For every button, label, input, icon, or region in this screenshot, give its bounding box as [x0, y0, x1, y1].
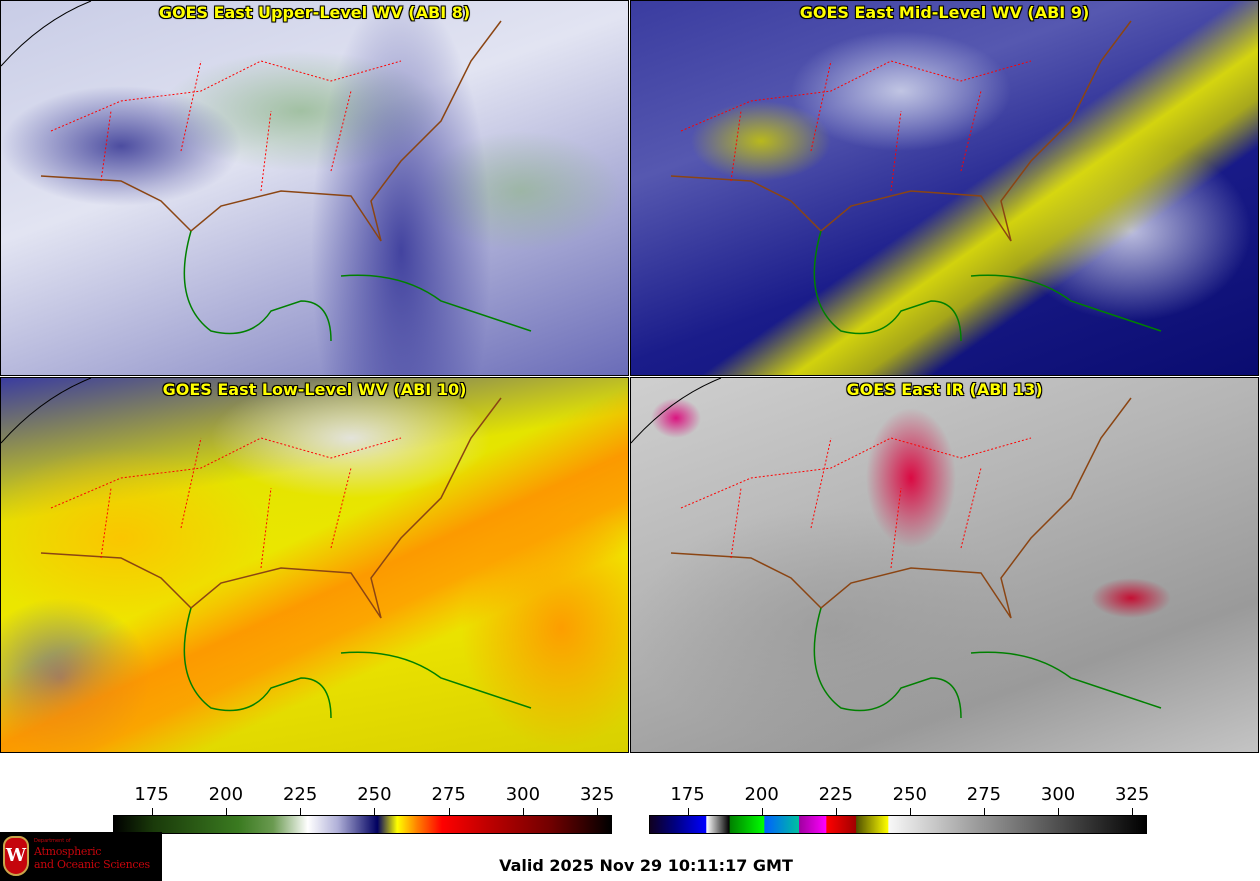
logo-line1: Atmospheric: [34, 845, 102, 858]
colorbar-water-vapor: [113, 815, 612, 834]
map-overlay: [631, 378, 1162, 719]
colorbar-tick-label: 175: [134, 784, 169, 805]
panel-mid-level-wv: GOES East Mid-Level WV (ABI 9): [630, 0, 1259, 376]
logo-dept: Department of: [34, 838, 71, 844]
colorbar-tick-label: 325: [1114, 784, 1150, 805]
aos-logo: W Department of Atmospheric and Oceanic …: [0, 832, 162, 881]
colorbar-tick-label: 275: [431, 784, 466, 805]
panel-ir: GOES East IR (ABI 13): [630, 377, 1259, 753]
colorbar-tick-label: 225: [818, 784, 853, 805]
colorbar-tick-label: 225: [282, 784, 318, 805]
colorbar-tick: [597, 808, 599, 815]
panel-title: GOES East IR (ABI 13): [846, 380, 1043, 399]
panel-low-level-wv: GOES East Low-Level WV (ABI 10): [0, 377, 629, 753]
valid-time: Valid 2025 Nov 29 10:11:17 GMT: [499, 856, 793, 875]
colorbar-tick-label: 200: [208, 784, 244, 805]
logo-line2: and Oceanic Sciences: [34, 858, 150, 871]
colorbar-tick: [448, 808, 450, 815]
colorbar-tick: [522, 808, 524, 815]
colorbar-tick-label: 250: [357, 784, 392, 805]
colorbar-infrared: [649, 815, 1147, 834]
colorbar-tick: [374, 808, 376, 815]
colorbar-tick: [761, 808, 763, 815]
panel-title: GOES East Low-Level WV (ABI 10): [162, 380, 467, 399]
colorbar-tick-label: 200: [744, 784, 779, 805]
colorbar-tick: [1058, 808, 1060, 815]
panel-title: GOES East Mid-Level WV (ABI 9): [799, 3, 1090, 22]
colorbar-tick: [1132, 808, 1134, 815]
panel-upper-level-wv: GOES East Upper-Level WV (ABI 8): [0, 0, 629, 376]
colorbar-tick-label: 175: [670, 784, 705, 805]
map-overlay: [1, 1, 532, 342]
panel-title: GOES East Upper-Level WV (ABI 8): [158, 3, 471, 22]
colorbar-tick-label: 325: [579, 784, 615, 805]
colorbar-tick: [909, 808, 911, 815]
colorbar-tick: [835, 808, 837, 815]
colorbar-tick-label: 300: [1040, 784, 1076, 805]
colorbar-tick: [151, 808, 153, 815]
colorbar-tick: [983, 808, 985, 815]
map-overlay: [670, 20, 1162, 342]
map-overlay: [1, 378, 532, 719]
colorbar-tick: [225, 808, 227, 815]
uw-crest-icon: W: [3, 836, 29, 876]
colorbar-tick-label: 300: [505, 784, 541, 805]
colorbar-tick: [300, 808, 302, 815]
colorbar-tick-label: 250: [892, 784, 928, 805]
colorbar-tick: [687, 808, 689, 815]
colorbar-tick-label: 275: [966, 784, 1002, 805]
